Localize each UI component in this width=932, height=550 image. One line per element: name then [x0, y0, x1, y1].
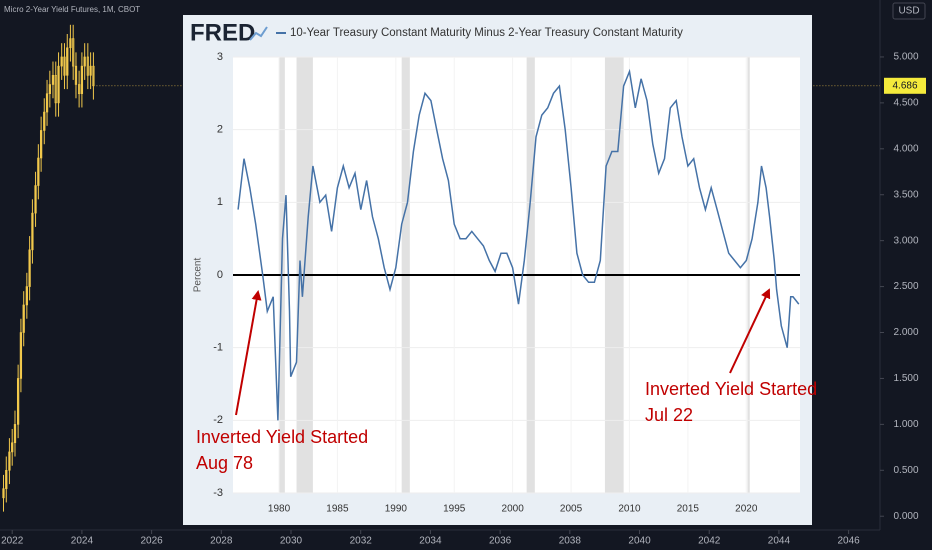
- y-tick-label: 2.500: [893, 281, 918, 292]
- legend-label: 10-Year Treasury Constant Maturity Minus…: [290, 27, 683, 39]
- data-line: [237, 68, 800, 421]
- candle-body: [83, 56, 86, 67]
- candle-body: [25, 286, 28, 306]
- annotation: Jul 22: [645, 405, 693, 425]
- y-tick-label: -1: [213, 342, 223, 354]
- candle-body: [28, 249, 31, 287]
- candle-body: [69, 38, 72, 49]
- candle-body: [43, 111, 46, 131]
- candle-body: [37, 157, 40, 186]
- x-tick-label: 2000: [502, 504, 525, 515]
- x-tick-label: 2010: [618, 504, 641, 515]
- candle-body: [60, 56, 63, 67]
- y-tick-label: 1.000: [893, 419, 918, 430]
- y-tick-label: 4.000: [893, 143, 918, 154]
- x-tick-label: 2036: [489, 536, 512, 547]
- y-tick-label: -3: [213, 487, 223, 499]
- x-tick-label: 2046: [838, 536, 861, 547]
- tv-title: Micro 2-Year Yield Futures, 1M, CBOT: [4, 5, 140, 14]
- x-tick-label: 2022: [1, 536, 24, 547]
- x-tick-label: 2042: [698, 536, 721, 547]
- y-tick-label: 4.500: [893, 98, 918, 109]
- y-tick-label: 2.000: [893, 327, 918, 338]
- last-price-box: [884, 77, 926, 94]
- candle-body: [57, 65, 60, 104]
- x-tick-label: 2026: [140, 536, 163, 547]
- currency-box: [892, 2, 926, 20]
- currency: USD: [898, 6, 919, 17]
- candle-body: [66, 47, 69, 76]
- candle-body: [89, 65, 92, 76]
- x-tick-label: 2038: [559, 536, 582, 547]
- x-tick-label: 1985: [326, 504, 349, 515]
- candle-body: [31, 212, 34, 251]
- candle-body: [77, 84, 81, 94]
- x-tick-label: 2015: [677, 504, 700, 515]
- candle-body: [74, 65, 78, 85]
- y-tick-label: 3.500: [893, 189, 918, 200]
- candle-body: [5, 469, 8, 489]
- x-tick-label: 2005: [560, 504, 583, 515]
- x-tick-label: 2028: [210, 536, 233, 547]
- y-axis-label: Percent: [193, 258, 204, 293]
- x-tick-label: 2034: [419, 536, 442, 547]
- candle-body: [19, 332, 23, 379]
- candle-body: [80, 65, 84, 94]
- annotation: Inverted Yield Started: [645, 379, 817, 399]
- x-tick-label: 1990: [385, 504, 408, 515]
- x-tick-label: 2020: [735, 504, 758, 515]
- candle-body: [48, 84, 51, 94]
- arrow: [235, 290, 262, 416]
- annotation: Aug 78: [196, 453, 253, 473]
- y-tick-label: -2: [213, 414, 223, 426]
- y-tick-label: 1: [217, 196, 223, 208]
- x-tick-label: 2044: [768, 536, 791, 547]
- y-tick-label: 3.000: [893, 235, 918, 246]
- x-tick-label: 2040: [628, 536, 651, 547]
- candle-body: [11, 442, 14, 453]
- candle-body: [39, 130, 43, 159]
- y-tick-label: 0: [217, 269, 223, 281]
- y-tick-label: 3: [217, 51, 223, 63]
- y-tick-label: 1.500: [893, 373, 918, 384]
- x-tick-label: 2024: [71, 536, 94, 547]
- candle-body: [16, 378, 20, 425]
- y-tick-label: 0.000: [893, 511, 918, 522]
- fred-logo: FRED: [190, 19, 255, 46]
- logo-icon: [249, 26, 268, 41]
- arrow: [729, 288, 771, 374]
- y-tick-label: 0.500: [893, 465, 918, 476]
- candle-body: [86, 56, 89, 76]
- x-tick-label: 1980: [268, 504, 291, 515]
- x-tick-label: 2032: [350, 536, 373, 547]
- y-tick-label: 5.000: [893, 52, 918, 63]
- candle-body: [45, 93, 49, 113]
- candle-body: [2, 488, 5, 499]
- candle-body: [72, 38, 75, 67]
- candle-body: [13, 424, 17, 444]
- y-tick-label: 2: [217, 124, 223, 136]
- x-tick-label: 1995: [443, 504, 466, 515]
- candle-body: [51, 75, 55, 85]
- last-price-label: 4.686: [892, 80, 917, 91]
- candle-body: [54, 75, 57, 104]
- candle-body: [22, 304, 25, 333]
- candle-body: [8, 451, 11, 471]
- candle-body: [34, 185, 37, 214]
- x-tick-label: 2030: [280, 536, 303, 547]
- candle-body: [63, 56, 66, 76]
- annotation: Inverted Yield Started: [196, 427, 368, 447]
